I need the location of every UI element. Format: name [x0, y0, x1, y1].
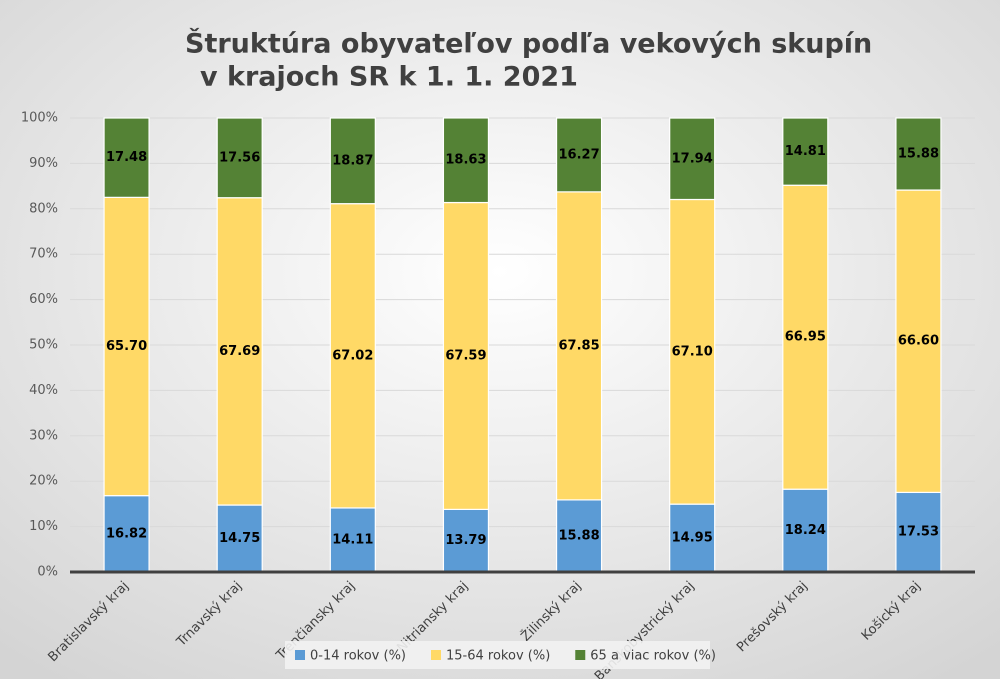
- bar-segment: [442, 117, 490, 204]
- legend-swatch: [575, 650, 586, 660]
- data-label: 14.81: [785, 144, 826, 159]
- bar-segment: [895, 117, 942, 191]
- bar-segment: [782, 184, 829, 490]
- bar-segment: [103, 117, 150, 198]
- legend-label: 0-14 rokov (%): [310, 649, 406, 664]
- bar-segment: [555, 191, 603, 501]
- y-tick-label: 90%: [29, 156, 58, 171]
- bar-segment: [442, 201, 490, 510]
- data-label: 18.24: [785, 523, 826, 538]
- y-tick-label: 30%: [29, 428, 58, 443]
- bar-segment: [216, 197, 263, 506]
- y-tick-label: 50%: [29, 338, 58, 353]
- bar-segment: [103, 495, 150, 573]
- data-label: 17.53: [898, 525, 939, 540]
- bar-segment: [669, 117, 716, 201]
- legend-swatch: [431, 650, 441, 660]
- data-label: 67.02: [332, 348, 373, 363]
- bar-segment: [103, 196, 150, 497]
- bar-segment: [216, 117, 263, 199]
- legend-swatch: [295, 650, 305, 660]
- data-label: 66.60: [898, 334, 939, 349]
- bar-segment: [555, 117, 603, 193]
- legend: 0-14 rokov (%) 15-64 rokov (%) 65 a viac r…: [285, 641, 716, 669]
- y-tick-label: 10%: [29, 519, 58, 534]
- bar-segment: [555, 499, 603, 573]
- data-label: 14.11: [332, 532, 373, 547]
- data-label: 17.56: [219, 150, 260, 165]
- legend-box: [285, 641, 710, 669]
- data-label: 65.70: [106, 339, 147, 354]
- data-label: 14.95: [672, 531, 713, 546]
- data-label: 67.85: [559, 338, 600, 353]
- data-label: 13.79: [445, 533, 486, 548]
- data-label: 16.27: [559, 147, 600, 162]
- data-label: 18.87: [332, 153, 373, 168]
- data-label: 67.10: [672, 344, 713, 359]
- data-label: 15.88: [898, 147, 939, 162]
- y-tick-label: 60%: [29, 292, 58, 307]
- y-tick-label: 20%: [29, 474, 58, 489]
- data-label: 14.75: [219, 531, 260, 546]
- y-tick-label: 80%: [29, 201, 58, 216]
- y-tick-label: 100%: [21, 111, 58, 126]
- bar-segment: [895, 491, 942, 573]
- data-label: 66.95: [785, 330, 826, 345]
- bar-segment: [895, 189, 942, 494]
- legend-label: 65 a viac rokov (%): [590, 649, 716, 664]
- data-label: 18.63: [445, 153, 486, 168]
- y-tick-label: 0%: [37, 565, 58, 580]
- legend-label: 15-64 rokov (%): [446, 649, 550, 664]
- y-tick-label: 40%: [29, 383, 58, 398]
- data-label: 15.88: [559, 528, 600, 543]
- bar-segment: [442, 508, 490, 573]
- data-label: 67.69: [219, 344, 260, 359]
- y-tick-label: 70%: [29, 247, 58, 262]
- bar-segment: [216, 504, 263, 573]
- data-label: 17.48: [106, 150, 147, 165]
- chart-title: Štruktúra obyvateľov podľa vekových skup…: [185, 28, 872, 60]
- bar-segment: [329, 117, 376, 205]
- chart-subtitle: v krajoch SR k 1. 1. 2021: [200, 62, 578, 93]
- bar-segment: [782, 117, 829, 186]
- data-label: 16.82: [106, 526, 147, 541]
- data-label: 67.59: [445, 348, 486, 363]
- bar-segment: [329, 203, 376, 509]
- bar-segment: [669, 198, 716, 505]
- data-label: 17.94: [672, 151, 713, 166]
